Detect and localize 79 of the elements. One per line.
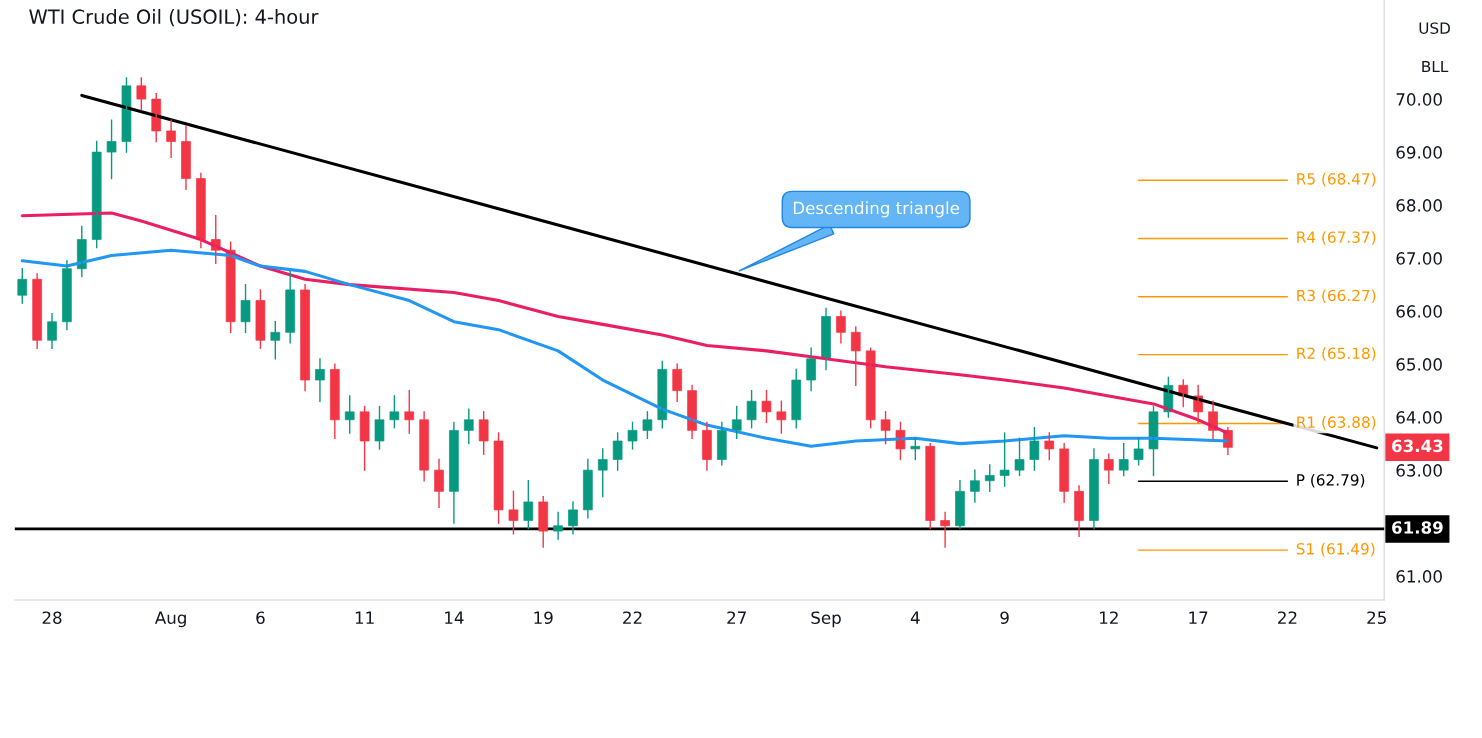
y-tick-label: 63.00 [1396,464,1442,477]
candlestick [776,400,787,434]
y-tick-label: 68.00 [1396,199,1442,212]
candlestick [761,389,772,424]
candlestick [1133,437,1144,466]
candlestick [508,490,519,535]
x-tick-label: 12 [1100,611,1118,624]
x-tick-label: 11 [355,611,374,624]
y-tick-label: 66.00 [1396,305,1442,318]
x-tick-label: 22 [623,611,642,624]
annotation: Descending triangle [793,201,960,218]
x-tick-label: 14 [445,611,464,624]
candlestick [478,411,489,455]
series-label: R2 (65.18) [1297,347,1376,361]
y-tick-label: 70.00 [1396,93,1442,106]
candlestick [925,442,936,530]
y-tick-label: 65.00 [1396,358,1442,371]
candlestick [270,321,281,360]
x-tick-label: 17 [1189,611,1208,624]
candlestick [1148,405,1159,477]
candlestick [389,395,400,429]
candlestick [984,464,995,493]
candlestick [865,347,876,429]
y-tick-label: 67.00 [1396,252,1442,265]
candlestick [999,432,1010,487]
candlestick [121,77,132,153]
series-label: R5 (68.47) [1297,172,1376,187]
candlestick [642,411,653,440]
text: 63.43 [1392,439,1443,453]
series-label: R1 (63.88) [1297,416,1376,430]
candlestick [538,495,549,548]
candlestick [374,405,385,450]
chart-title: WTI Crude Oil (USOIL): 4-hour [29,9,319,27]
candlestick [553,511,563,540]
x-tick-label: 22 [1278,611,1297,624]
x-tick-label: 9 [1000,611,1009,625]
ref-line-label: 61.89 [1392,521,1443,534]
series-label: R3 (66.27) [1297,289,1376,304]
candlestick [880,411,891,445]
candlestick [359,405,370,471]
candlestick [627,421,638,450]
candlestick [1118,442,1129,477]
candlestick [255,289,266,349]
candlestick [106,119,117,180]
x-tick-label: 27 [727,611,746,624]
candlestick [1014,437,1025,477]
candlestick [910,437,921,461]
candlestick [463,408,474,445]
candlestick [91,140,102,249]
x-tick-label: 25 [1367,611,1386,625]
text: USD [1419,22,1450,34]
text: BLL [1422,60,1449,73]
candlestick [850,326,861,387]
x-tick-label: 28 [42,611,62,625]
candlestick [612,432,623,471]
candlestick [731,405,742,440]
y-tick-label: 64.00 [1396,411,1442,424]
candlestick [1044,432,1055,461]
x-tick-label: Sep [811,611,841,628]
candlestick [746,389,757,429]
candlestick [136,77,147,111]
candlestick [404,389,415,434]
candlestick [240,283,251,334]
candlestick [791,368,802,429]
candlestick [523,480,534,530]
series-label: P (62.79) [1297,473,1365,488]
series-label: R4 (67.37) [1297,231,1376,245]
x-tick-label: Aug [154,611,186,628]
series-label: S1 (61.49) [1296,542,1375,557]
x-tick-label: 4 [910,611,920,624]
candlestick [493,432,504,524]
x-tick-label: 6 [256,611,265,625]
x-tick-label: 19 [534,611,553,625]
candlestick [597,448,608,498]
y-tick-label: 61.00 [1396,570,1442,583]
candlestick [344,395,355,434]
candlestick [17,268,28,304]
y-tick-label: 69.00 [1396,146,1442,159]
candlestick [1029,427,1040,471]
